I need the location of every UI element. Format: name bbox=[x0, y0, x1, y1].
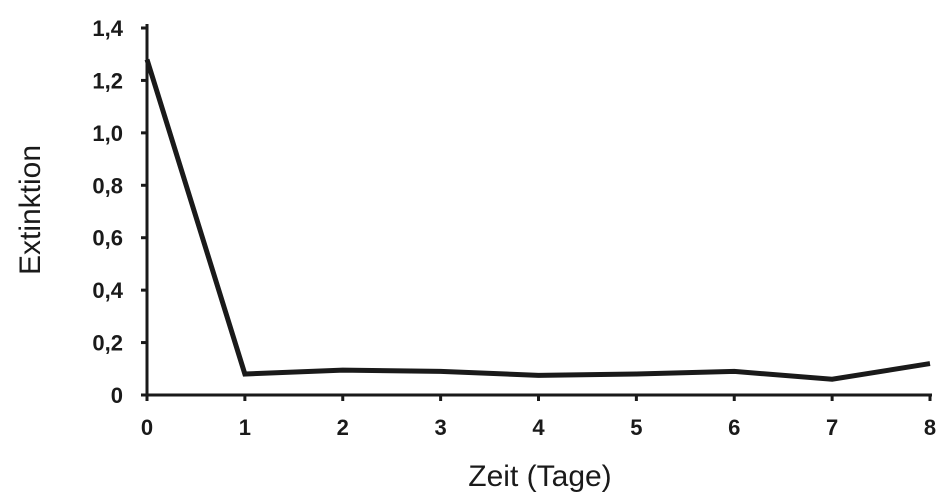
y-tick-label: 1,2 bbox=[92, 68, 123, 93]
x-tick-label: 0 bbox=[141, 415, 153, 440]
x-axis-ticks: 0 1 2 3 4 5 6 7 8 bbox=[141, 395, 936, 440]
y-tick-label: 0,4 bbox=[92, 278, 123, 303]
series-line bbox=[144, 58, 931, 382]
y-tick-label: 1,0 bbox=[92, 121, 123, 146]
x-tick-label: 2 bbox=[337, 415, 349, 440]
y-tick-label: 0 bbox=[111, 383, 123, 408]
x-tick-label: 7 bbox=[826, 415, 838, 440]
y-tick-label: 0,8 bbox=[92, 173, 123, 198]
x-tick-label: 8 bbox=[924, 415, 936, 440]
x-axis-title: Zeit (Tage) bbox=[468, 460, 611, 493]
series-layer bbox=[144, 58, 931, 382]
x-tick-label: 4 bbox=[532, 415, 545, 440]
y-axis-ticks: 0 0,2 0,4 0,6 0,8 1,0 1,2 1,4 bbox=[92, 16, 147, 408]
x-tick-label: 3 bbox=[435, 415, 447, 440]
x-tick-label: 6 bbox=[728, 415, 740, 440]
y-axis-title: Extinktion bbox=[14, 145, 47, 275]
y-tick-label: 0,2 bbox=[92, 331, 123, 356]
y-tick-label: 1,4 bbox=[92, 16, 123, 41]
y-tick-label: 0,6 bbox=[92, 226, 123, 251]
x-tick-label: 5 bbox=[630, 415, 642, 440]
x-tick-label: 1 bbox=[239, 415, 251, 440]
